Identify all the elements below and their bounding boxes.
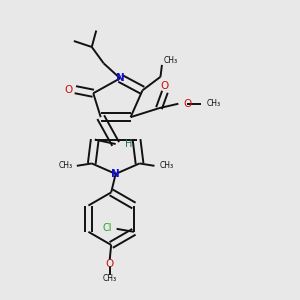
Text: CH₃: CH₃ [207, 99, 221, 108]
Text: Cl: Cl [102, 223, 112, 233]
Text: H: H [124, 139, 132, 149]
Text: O: O [161, 81, 169, 91]
Text: CH₃: CH₃ [159, 161, 173, 170]
Text: O: O [65, 85, 73, 95]
Text: N: N [116, 73, 124, 83]
Text: O: O [106, 259, 114, 269]
Text: CH₃: CH₃ [58, 161, 72, 170]
Text: CH₃: CH₃ [164, 56, 178, 65]
Text: CH₃: CH₃ [103, 274, 117, 283]
Text: O: O [183, 99, 192, 109]
Text: N: N [111, 169, 120, 179]
